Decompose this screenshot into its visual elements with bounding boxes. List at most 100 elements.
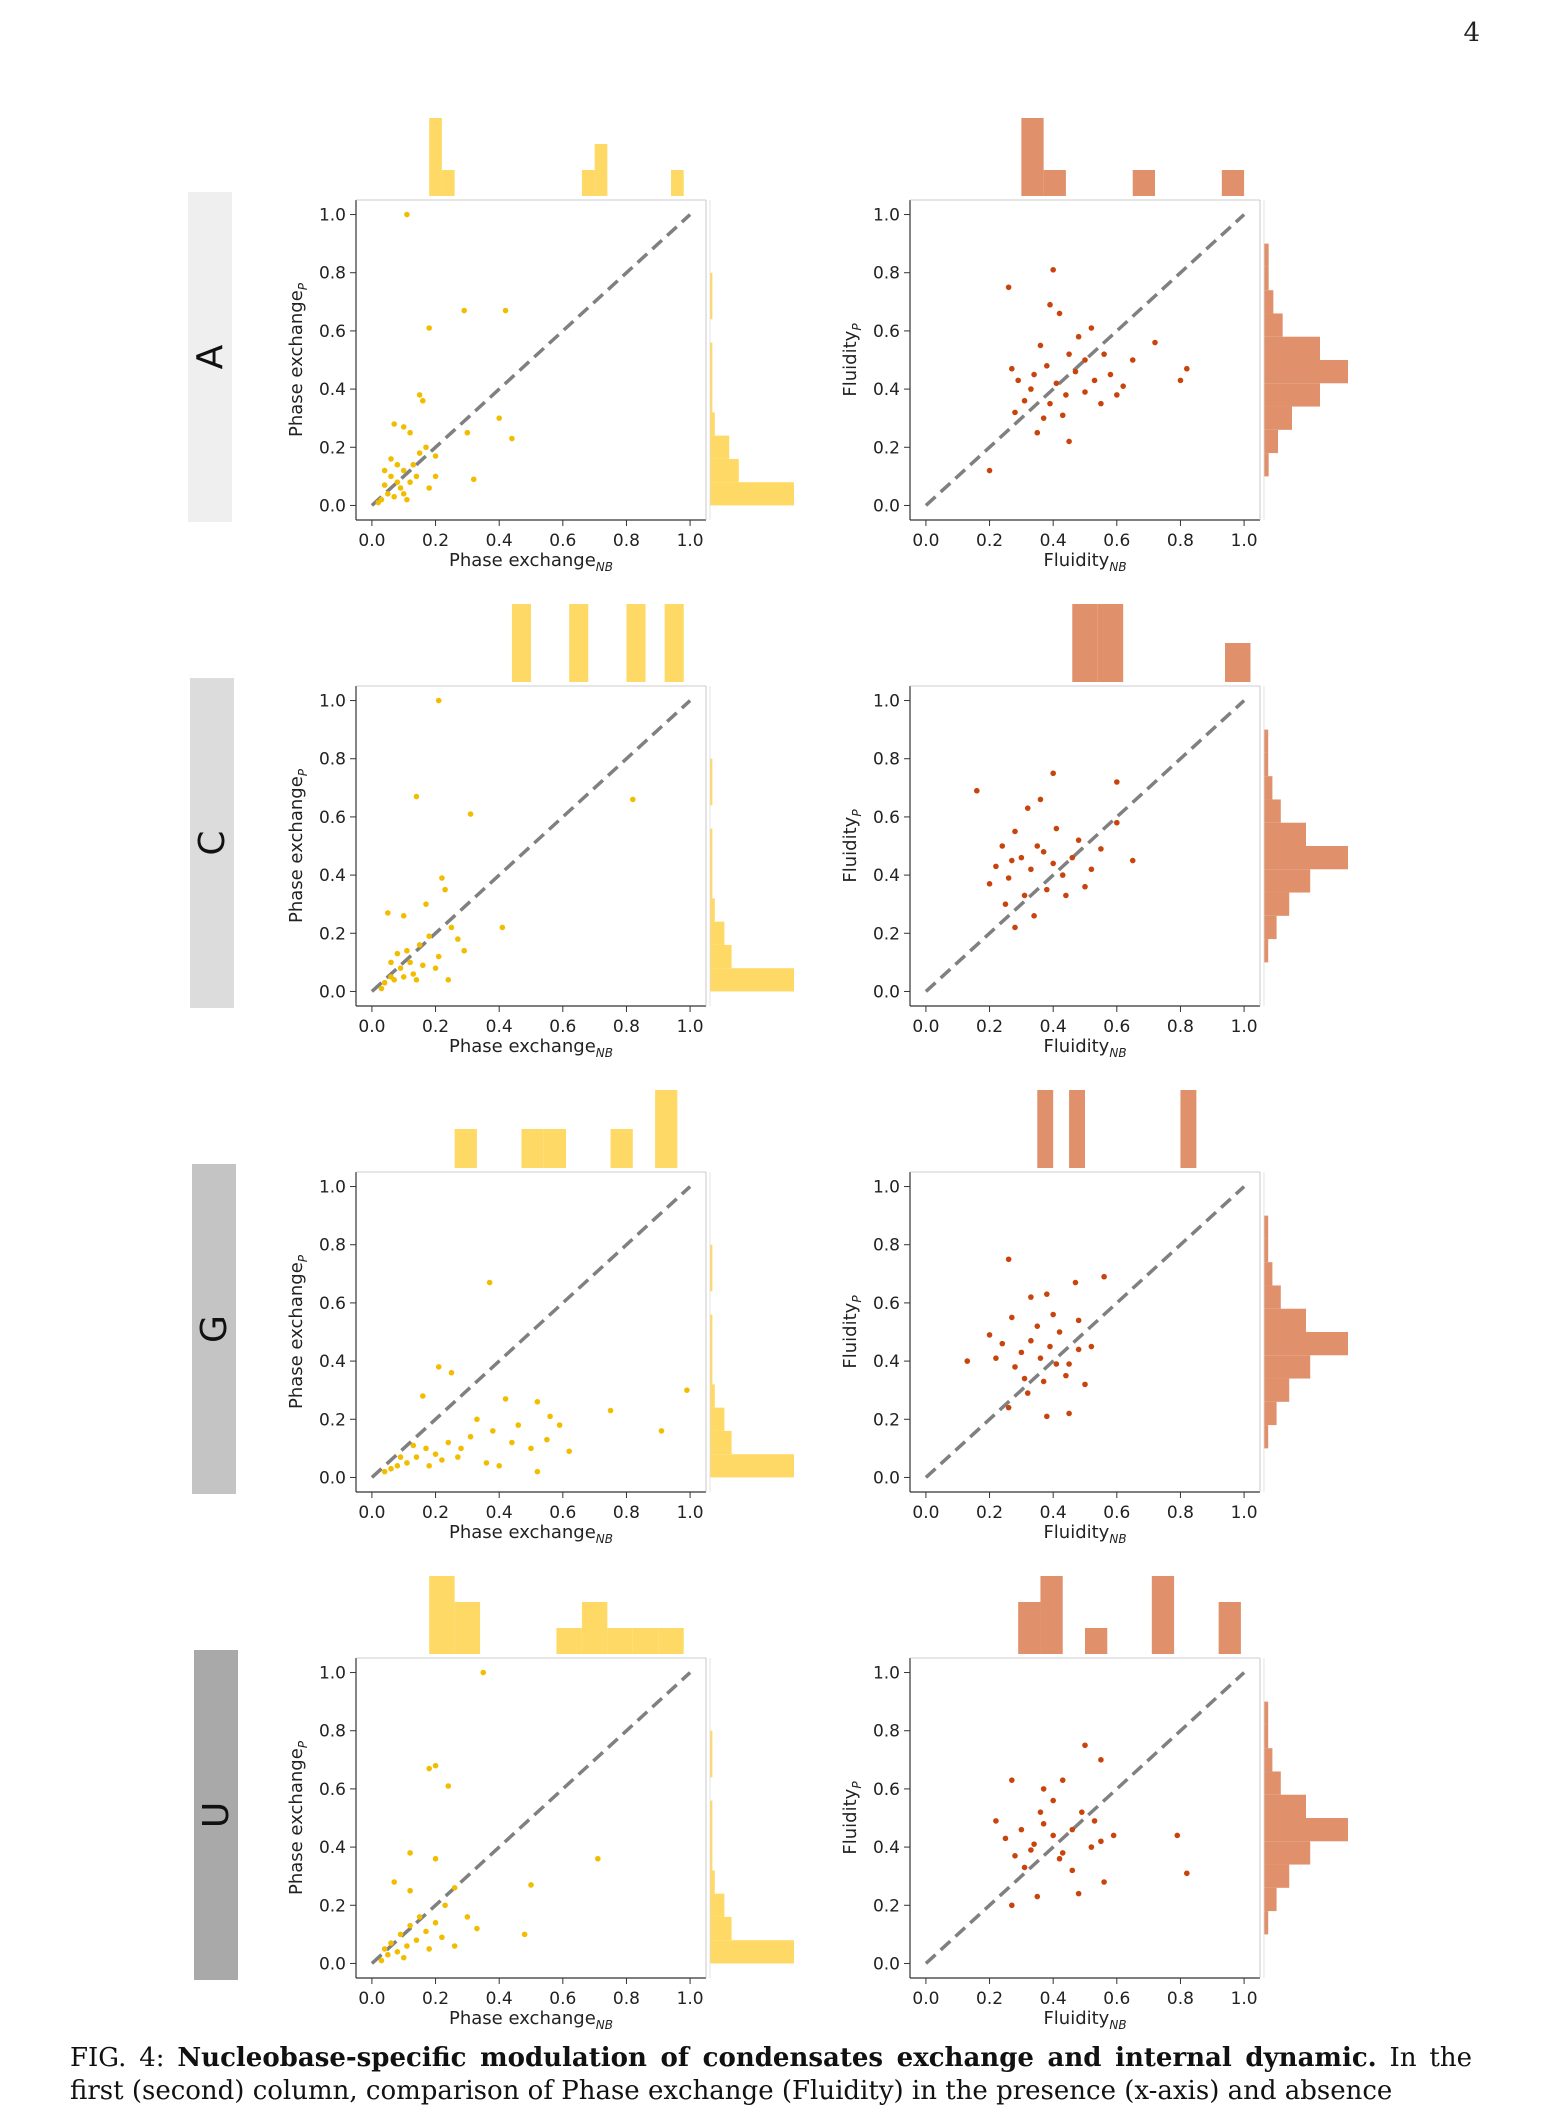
y-axis-label-sub: P [850,1781,864,1789]
panel-U-fluidity: 0.0 0.0 0.2 0.2 0.4 0.4 0.6 0.6 0.8 0.8 1.0 1.0 Flui… [840,1576,1348,2032]
top-hist-bar [556,1628,582,1654]
data-point [1069,1867,1076,1874]
y-axis-label: Phase exchangeP [286,282,310,437]
x-tick-label: 0.0 [358,1503,385,1523]
data-point [1177,377,1184,384]
data-point [1107,371,1114,378]
data-point [464,429,471,436]
y-axis-label: FluidityP [840,809,864,883]
data-point [432,1919,439,1926]
data-point [1031,371,1037,378]
right-hist-bar [710,482,794,506]
diagonal-line [924,1671,1246,1965]
data-point [1091,377,1098,384]
panel-A-fluidity: 0.0 0.0 0.2 0.2 0.4 0.4 0.6 0.6 0.8 0.8 1.0 1.0 Flui… [840,118,1348,574]
data-point [385,491,391,497]
data-point [1018,1349,1025,1356]
data-point [1050,1797,1056,1804]
x-tick-label: 0.8 [613,531,640,551]
right-hist-bar [1264,1238,1269,1263]
x-tick-label: 0.2 [976,1503,1003,1523]
y-tick-label: 0.2 [319,1410,346,1430]
top-hist-bar [1097,604,1124,682]
data-point [413,1937,420,1943]
data-point [547,1413,553,1420]
top-hist-bar [655,1090,678,1168]
data-point [423,1445,429,1452]
data-point [432,453,439,459]
y-tick-label: 0.8 [319,750,346,770]
right-hist-bar [710,1454,794,1478]
x-tick-label: 0.0 [912,531,939,551]
data-point [1059,1850,1066,1856]
top-hist-bar [1072,604,1098,682]
y-tick-label: 0.4 [873,1352,900,1372]
y-tick-label: 0.2 [873,1896,900,1916]
data-point [1037,796,1044,803]
data-point [1088,1343,1095,1350]
y-tick-label: 0.6 [873,322,900,342]
data-point [1009,1902,1015,1909]
data-point [1184,1870,1190,1877]
data-point [442,886,448,893]
x-tick-label: 0.6 [1103,1503,1130,1523]
data-point [999,843,1006,849]
y-tick-label: 1.0 [319,692,346,712]
right-hist-bar [1264,1355,1311,1379]
data-point [416,450,423,456]
data-point [432,1762,439,1769]
x-tick-label: 0.8 [613,1989,640,2009]
right-hist-bar [710,435,730,459]
x-axis-label: FluidityNB [1043,1522,1126,1546]
x-tick-label: 1.0 [1231,1989,1258,2009]
data-point [521,1931,528,1938]
data-point [993,863,999,870]
data-point [1005,1404,1012,1411]
right-hist-bar [1264,939,1269,963]
data-point [1066,438,1072,445]
data-point [435,697,442,704]
data-point [1034,1323,1041,1329]
right-hist-bar [1264,1841,1311,1865]
caption-prefix: FIG. 4: [70,2043,165,2073]
data-point [1053,1361,1060,1367]
top-hist-bar [569,604,589,682]
data-point [490,1428,496,1434]
data-point [1088,866,1095,873]
data-point [470,476,477,483]
x-tick-label: 0.8 [1167,1017,1194,1037]
y-axis-label-sub: P [296,1740,310,1748]
x-tick-label: 0.4 [1040,1989,1067,2009]
x-axis-label-sub: NB [596,1532,613,1546]
x-tick-label: 0.4 [486,1989,513,2009]
x-tick-label: 0.8 [613,1017,640,1037]
data-point [445,977,452,983]
data-point [416,1914,423,1920]
caption-bold: Nucleobase-specific modulation of conden… [177,2043,1377,2073]
data-point [556,1422,563,1428]
top-hist-bar [1085,1628,1108,1654]
top-hist-bar [429,118,442,196]
data-point [1082,1381,1088,1388]
data-point [1063,392,1069,398]
data-point [416,942,423,948]
data-point [451,1943,458,1949]
right-hist-bar [1264,1864,1290,1888]
data-point [391,421,397,427]
x-axis-label: Phase exchangeNB [449,550,613,574]
data-point [420,1393,426,1399]
data-point [378,1957,385,1964]
diagonal-line [370,1185,692,1479]
y-tick-label: 0.8 [873,264,900,284]
data-point [1034,1893,1041,1900]
y-tick-label: 1.0 [319,1178,346,1198]
y-axis-label-sub: P [850,323,864,331]
right-hist-bar [1264,313,1283,337]
right-hist-bar [1264,1285,1281,1309]
y-tick-label: 1.0 [319,206,346,226]
right-hist-bar [710,1337,713,1362]
y-tick-label: 0.6 [873,1294,900,1314]
x-tick-label: 0.6 [549,1017,576,1037]
x-tick-label: 1.0 [677,1017,704,1037]
data-point [515,1422,522,1428]
